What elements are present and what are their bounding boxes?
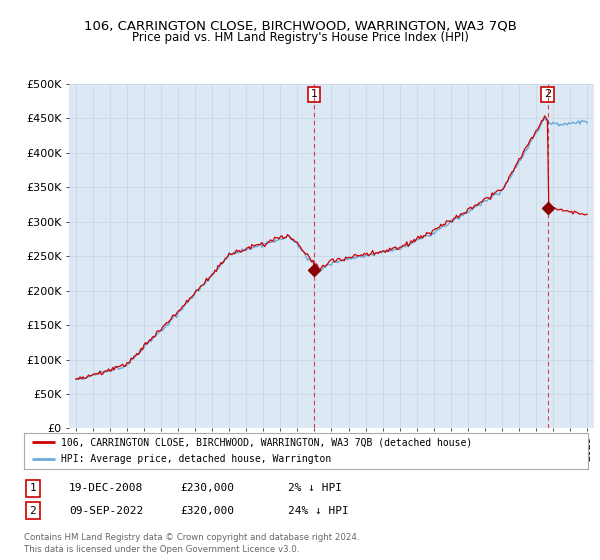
Text: This data is licensed under the Open Government Licence v3.0.: This data is licensed under the Open Gov… xyxy=(24,545,299,554)
Text: 09-SEP-2022: 09-SEP-2022 xyxy=(69,506,143,516)
Text: 2: 2 xyxy=(544,90,551,99)
Text: £320,000: £320,000 xyxy=(180,506,234,516)
Text: 2: 2 xyxy=(29,506,37,516)
Text: 24% ↓ HPI: 24% ↓ HPI xyxy=(288,506,349,516)
Text: 2% ↓ HPI: 2% ↓ HPI xyxy=(288,483,342,493)
Text: Price paid vs. HM Land Registry's House Price Index (HPI): Price paid vs. HM Land Registry's House … xyxy=(131,31,469,44)
Text: Contains HM Land Registry data © Crown copyright and database right 2024.: Contains HM Land Registry data © Crown c… xyxy=(24,533,359,542)
Text: £230,000: £230,000 xyxy=(180,483,234,493)
Text: 1: 1 xyxy=(29,483,37,493)
Text: 1: 1 xyxy=(310,90,317,99)
Text: 106, CARRINGTON CLOSE, BIRCHWOOD, WARRINGTON, WA3 7QB (detached house): 106, CARRINGTON CLOSE, BIRCHWOOD, WARRIN… xyxy=(61,437,472,447)
Text: HPI: Average price, detached house, Warrington: HPI: Average price, detached house, Warr… xyxy=(61,454,331,464)
Text: 19-DEC-2008: 19-DEC-2008 xyxy=(69,483,143,493)
Text: 106, CARRINGTON CLOSE, BIRCHWOOD, WARRINGTON, WA3 7QB: 106, CARRINGTON CLOSE, BIRCHWOOD, WARRIN… xyxy=(83,20,517,32)
